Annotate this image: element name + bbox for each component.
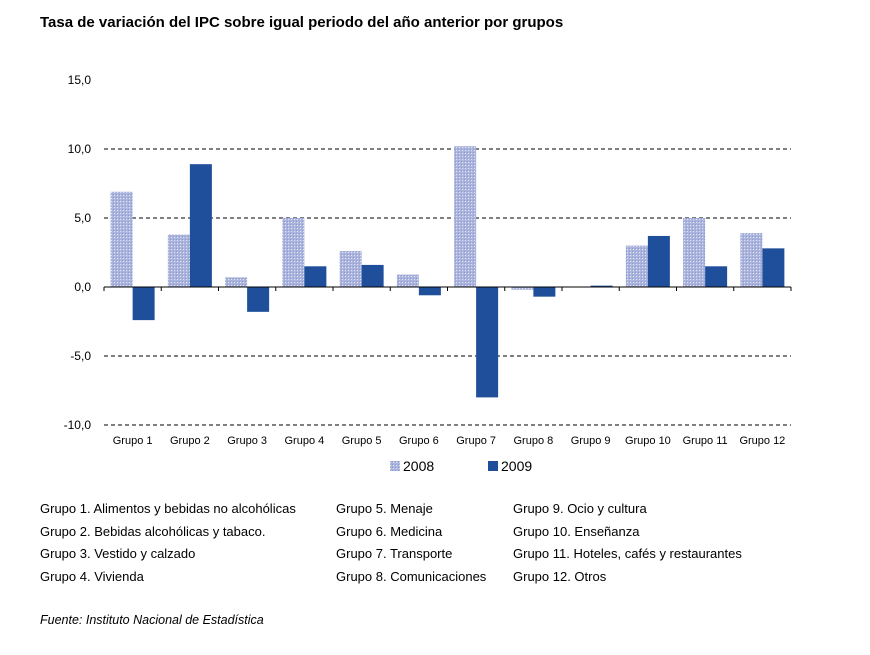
bar-2009 (533, 287, 556, 297)
x-tick-label: Grupo 5 (342, 435, 382, 447)
group-legend-item: Grupo 5. Menaje (336, 501, 433, 516)
bar-2009 (762, 248, 785, 287)
x-tick-label: Grupo 2 (170, 435, 210, 447)
group-legend-item: Grupo 11. Hoteles, cafés y restaurantes (513, 546, 742, 561)
group-legend-item: Grupo 1. Alimentos y bebidas no alcohóli… (40, 501, 296, 516)
x-tick-label: Grupo 12 (739, 435, 785, 447)
bar-2008 (167, 234, 190, 287)
bar-2009 (476, 287, 499, 398)
source-note: Fuente: Instituto Nacional de Estadístic… (40, 613, 264, 627)
bar-2008 (625, 245, 648, 287)
group-legend-item: Grupo 7. Transporte (336, 546, 453, 561)
group-legend-col2: Grupo 5. Menaje Grupo 6. Medicina Grupo … (336, 498, 486, 588)
chart-title: Tasa de variación del IPC sobre igual pe… (40, 14, 564, 31)
group-legend-item: Grupo 4. Vivienda (40, 568, 144, 584)
bar-2009 (705, 266, 728, 287)
x-tick-label: Grupo 1 (113, 435, 153, 447)
x-tick-label: Grupo 10 (625, 435, 671, 447)
x-tick-label: Grupo 6 (399, 435, 439, 447)
y-tick-label: 5,0 (74, 211, 91, 225)
group-legend-item: Grupo 6. Medicina (336, 523, 443, 539)
legend-label-2009: 2009 (501, 458, 532, 474)
group-legend-item: Grupo 2. Bebidas alcohólicas y tabaco. (40, 523, 266, 539)
y-tick-label: -5,0 (70, 349, 91, 363)
bar-2009 (304, 266, 327, 287)
bar-2009 (361, 264, 384, 287)
group-legend-item: Grupo 12. Otros (513, 568, 607, 584)
group-legend-item: Grupo 3. Vestido y calzado (40, 546, 196, 561)
bar-2008 (282, 218, 305, 287)
bar-2008 (740, 233, 763, 287)
bar-2008 (454, 146, 477, 287)
legend-swatch-2008 (390, 461, 400, 471)
bar-2009 (189, 164, 212, 287)
y-tick-label: 0,0 (74, 280, 91, 294)
bar-2009 (247, 287, 270, 312)
group-legend-item: Grupo 9. Ocio y cultura (513, 501, 647, 516)
bar-chart: 15,0 10,0 5,0 0,0 -5,0 -10,0 Grupo 1 Grupo 2 Gru… (64, 73, 792, 474)
bar-2008 (225, 277, 248, 287)
x-tick-label: Grupo 4 (285, 435, 325, 447)
bar-2008 (683, 218, 706, 287)
x-tick-label: Grupo 7 (456, 435, 496, 447)
bar-2009 (647, 235, 670, 287)
group-legend-item: Grupo 8. Comunicaciones (336, 568, 487, 584)
group-legend-col1: Grupo 1. Alimentos y bebidas no alcohóli… (40, 498, 296, 588)
y-tick-label: -10,0 (64, 418, 92, 432)
bar-2008 (110, 191, 133, 287)
y-tick-label: 10,0 (68, 142, 92, 156)
bar-2009 (132, 287, 155, 321)
bar-2008 (339, 251, 362, 287)
group-legend-item: Grupo 10. Enseñanza (513, 523, 640, 539)
x-tick-label: Grupo 9 (571, 435, 611, 447)
bar-2008 (511, 287, 534, 290)
x-tick-label: Grupo 8 (514, 435, 554, 447)
x-tick-label: Grupo 3 (227, 435, 267, 447)
group-legend-col3: Grupo 9. Ocio y cultura Grupo 10. Enseña… (513, 498, 742, 588)
bar-2009 (418, 287, 441, 296)
bar-2008 (396, 274, 419, 287)
x-tick-label: Grupo 11 (683, 435, 728, 447)
legend-swatch-2009 (488, 461, 498, 471)
bar-2009 (590, 285, 613, 287)
y-tick-label: 15,0 (68, 73, 92, 87)
legend-label-2008: 2008 (403, 458, 434, 474)
